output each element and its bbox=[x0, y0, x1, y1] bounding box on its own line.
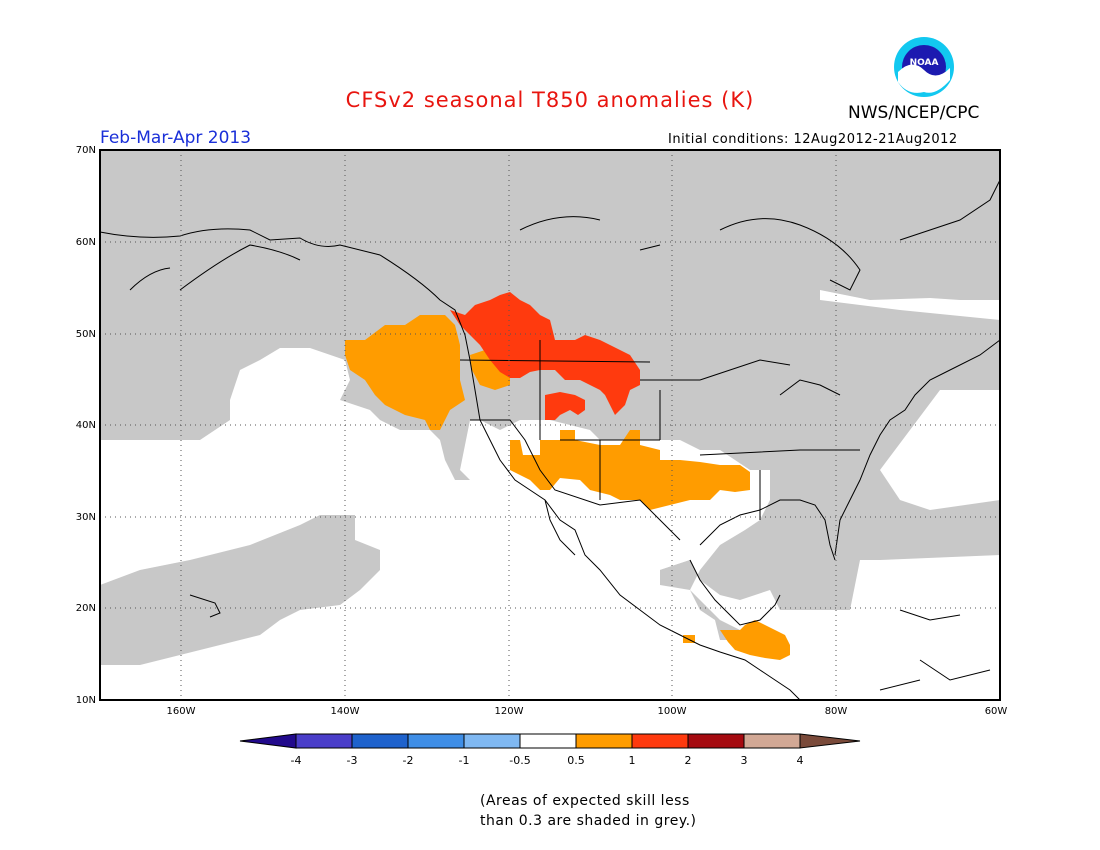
colorbar-label: 4 bbox=[797, 754, 804, 767]
colorbar-segment bbox=[351, 733, 409, 749]
skill-note-line-1: (Areas of expected skill less bbox=[480, 793, 690, 809]
colorbar-segment-lt-minus4 bbox=[239, 733, 297, 749]
lon-label-140w: 140W bbox=[331, 706, 360, 717]
colorbar-segment bbox=[631, 733, 689, 749]
colorbar-segment bbox=[463, 733, 521, 749]
lat-label-10n: 10N bbox=[76, 695, 96, 706]
season-label: Feb-Mar-Apr 2013 bbox=[100, 128, 252, 148]
chart-title: CFSv2 seasonal T850 anomalies (K) bbox=[345, 88, 755, 112]
noaa-logo: NOAA bbox=[894, 37, 954, 97]
colorbar-label: -4 bbox=[291, 754, 302, 767]
colorbar-segment bbox=[295, 733, 353, 749]
colorbar-segment bbox=[575, 733, 633, 749]
colorbar-segment bbox=[519, 733, 577, 749]
lon-label-120w: 120W bbox=[495, 706, 524, 717]
colorbar-segment bbox=[407, 733, 465, 749]
colorbar-segment bbox=[687, 733, 745, 749]
map-frame bbox=[99, 149, 1001, 701]
skill-note: (Areas of expected skill less than 0.3 a… bbox=[480, 791, 697, 831]
colorbar-label: -3 bbox=[347, 754, 358, 767]
colorbar-label: 3 bbox=[741, 754, 748, 767]
colorbar-label: 0.5 bbox=[567, 754, 585, 767]
lat-label-40n: 40N bbox=[76, 420, 96, 431]
colorbar-segment-gt-4 bbox=[799, 733, 861, 749]
lon-label-80w: 80W bbox=[825, 706, 848, 717]
lon-label-100w: 100W bbox=[658, 706, 687, 717]
anomaly-0.5-to-1 bbox=[345, 315, 790, 660]
lat-label-70n: 70N bbox=[76, 145, 96, 156]
colorbar-label: 1 bbox=[629, 754, 636, 767]
lat-label-60n: 60N bbox=[76, 237, 96, 248]
noaa-logo-text: NOAA bbox=[910, 58, 939, 68]
latitude-labels: 70N 60N 50N 40N 30N 20N 10N bbox=[76, 145, 96, 706]
longitude-labels: 160W 140W 120W 100W 80W 60W bbox=[167, 706, 1008, 717]
agency-label: NWS/NCEP/CPC bbox=[848, 103, 980, 123]
gridlines bbox=[100, 150, 1000, 700]
colorbar-label: -0.5 bbox=[509, 754, 530, 767]
map-area bbox=[99, 149, 1001, 701]
colorbar-segment bbox=[743, 733, 801, 749]
initial-conditions-label: Initial conditions: 12Aug2012-21Aug2012 bbox=[668, 132, 958, 147]
colorbar-label: -1 bbox=[459, 754, 470, 767]
lon-label-160w: 160W bbox=[167, 706, 196, 717]
colorbar-labels: -4 -3 -2 -1 -0.5 0.5 1 2 3 4 bbox=[291, 754, 804, 767]
skill-note-line-2: than 0.3 are shaded in grey.) bbox=[480, 813, 697, 829]
coastlines-and-borders bbox=[99, 179, 1001, 701]
lon-label-60w: 60W bbox=[985, 706, 1008, 717]
anomaly-1-to-2 bbox=[450, 292, 640, 420]
lat-label-30n: 30N bbox=[76, 512, 96, 523]
colorbar bbox=[239, 733, 861, 749]
colorbar-label: -2 bbox=[403, 754, 414, 767]
colorbar-label: 2 bbox=[685, 754, 692, 767]
lat-label-50n: 50N bbox=[76, 329, 96, 340]
lat-label-20n: 20N bbox=[76, 603, 96, 614]
